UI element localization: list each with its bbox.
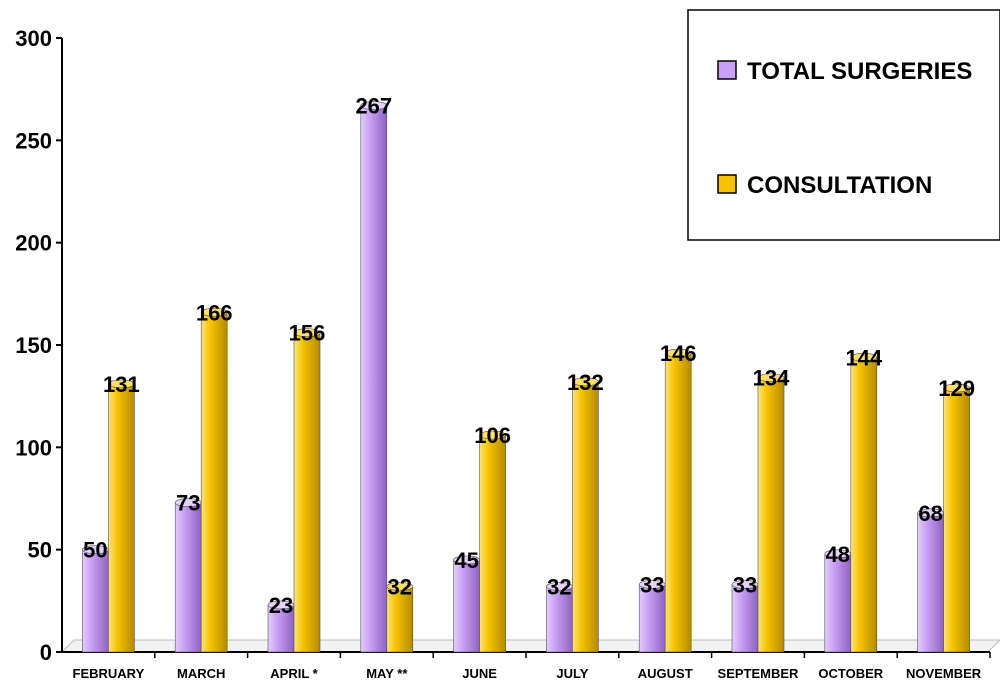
- data-label-consultation: 106: [474, 423, 511, 448]
- bar-total-surgeries: [824, 553, 852, 653]
- bar-consultation: [850, 356, 878, 653]
- bar-series: [82, 101, 970, 653]
- y-tick-label: 300: [15, 26, 52, 51]
- bar-top-total-surgeries: [360, 101, 388, 110]
- bar-consultation: [386, 586, 414, 653]
- data-label-total-surgeries: 267: [355, 94, 392, 119]
- x-tick-label: JUNE: [462, 666, 497, 681]
- bar-consultation: [108, 383, 135, 653]
- bar-top-consultation: [943, 383, 970, 393]
- data-label-consultation: 131: [103, 372, 140, 397]
- x-tick-label: SEPTEMBER: [718, 666, 800, 681]
- data-label-total-surgeries: 23: [269, 593, 293, 618]
- data-label-consultation: 129: [938, 376, 975, 401]
- data-label-total-surgeries: 32: [547, 575, 571, 600]
- x-tick-label: NOVEMBER: [906, 666, 982, 681]
- x-tick-label: JULY: [556, 666, 588, 681]
- data-label-consultation: 144: [845, 345, 882, 370]
- legend-label-total-surgeries: TOTAL SURGERIES: [747, 58, 972, 85]
- bar-consultation: [293, 332, 321, 653]
- data-label-total-surgeries: 73: [176, 491, 200, 516]
- data-label-total-surgeries: 48: [826, 542, 850, 567]
- legend-swatch-consultation: [717, 174, 737, 194]
- data-label-total-surgeries: 33: [733, 572, 757, 597]
- bar-consultation: [943, 387, 970, 653]
- bar-top-consultation: [850, 352, 878, 362]
- y-tick-label: 0: [40, 640, 52, 665]
- y-tick-label: 100: [15, 435, 52, 460]
- data-label-consultation: 156: [289, 321, 326, 346]
- x-tick-label: AUGUST: [638, 666, 693, 681]
- y-tick-label: 150: [15, 333, 52, 358]
- bar-total-surgeries: [917, 512, 944, 653]
- x-tick-label: MARCH: [177, 666, 225, 681]
- data-label-consultation: 132: [567, 370, 604, 395]
- bar-total-surgeries: [638, 584, 666, 653]
- bar-consultation: [664, 352, 692, 653]
- legend-label-consultation: CONSULTATION: [747, 172, 932, 199]
- x-tick-label: MAY **: [366, 666, 408, 681]
- bar-top-consultation: [757, 373, 785, 383]
- bar-total-surgeries: [82, 549, 109, 653]
- data-label-consultation: 32: [388, 575, 412, 600]
- bar-total-surgeries: [360, 105, 388, 653]
- data-label-consultation: 146: [660, 341, 697, 366]
- x-axis-ticks: FEBRUARY MARCH APRIL * MAY ** JUNE JULY AUGUST…: [73, 652, 991, 681]
- legend-box: [687, 9, 1000, 241]
- y-tick-label: 200: [15, 231, 52, 256]
- data-label-total-surgeries: 45: [454, 548, 478, 573]
- data-label-consultation: 166: [196, 300, 233, 325]
- x-tick-label: APRIL *: [270, 666, 318, 681]
- data-labels: 50 131 73 166 23 156 267 32 45 106 32 132 33 146 33 134…: [83, 94, 975, 618]
- bar-top-consultation: [293, 328, 321, 338]
- y-axis-ticks: 0 50 100 150 200 250 300: [15, 26, 62, 665]
- bar-consultation: [200, 311, 228, 653]
- bar-total-surgeries: [731, 584, 759, 653]
- y-tick-label: 250: [15, 128, 52, 153]
- data-label-consultation: 134: [753, 366, 790, 391]
- data-label-total-surgeries: 68: [918, 501, 942, 526]
- legend: TOTAL SURGERIES CONSULTATION: [687, 9, 1000, 241]
- bar-consultation: [479, 434, 506, 653]
- bar-top-consultation: [664, 348, 692, 358]
- bar-top-consultation: [386, 582, 414, 591]
- bar-top-consultation: [479, 430, 506, 440]
- bar-total-surgeries: [267, 604, 295, 653]
- bar-total-surgeries: [453, 559, 480, 653]
- bar-consultation: [572, 381, 599, 653]
- bar-total-surgeries: [546, 586, 573, 653]
- data-label-total-surgeries: 33: [640, 572, 664, 597]
- data-label-total-surgeries: 50: [83, 538, 107, 563]
- y-tick-label: 50: [28, 538, 52, 563]
- x-tick-label: FEBRUARY: [73, 666, 145, 681]
- bar-total-surgeries: [174, 502, 202, 653]
- bar-consultation: [757, 377, 785, 653]
- x-tick-label: OCTOBER: [818, 666, 883, 681]
- bar-top-consultation: [108, 379, 135, 389]
- legend-swatch-total-surgeries: [717, 60, 737, 80]
- bar-top-consultation: [572, 377, 599, 387]
- bar-top-consultation: [200, 307, 228, 317]
